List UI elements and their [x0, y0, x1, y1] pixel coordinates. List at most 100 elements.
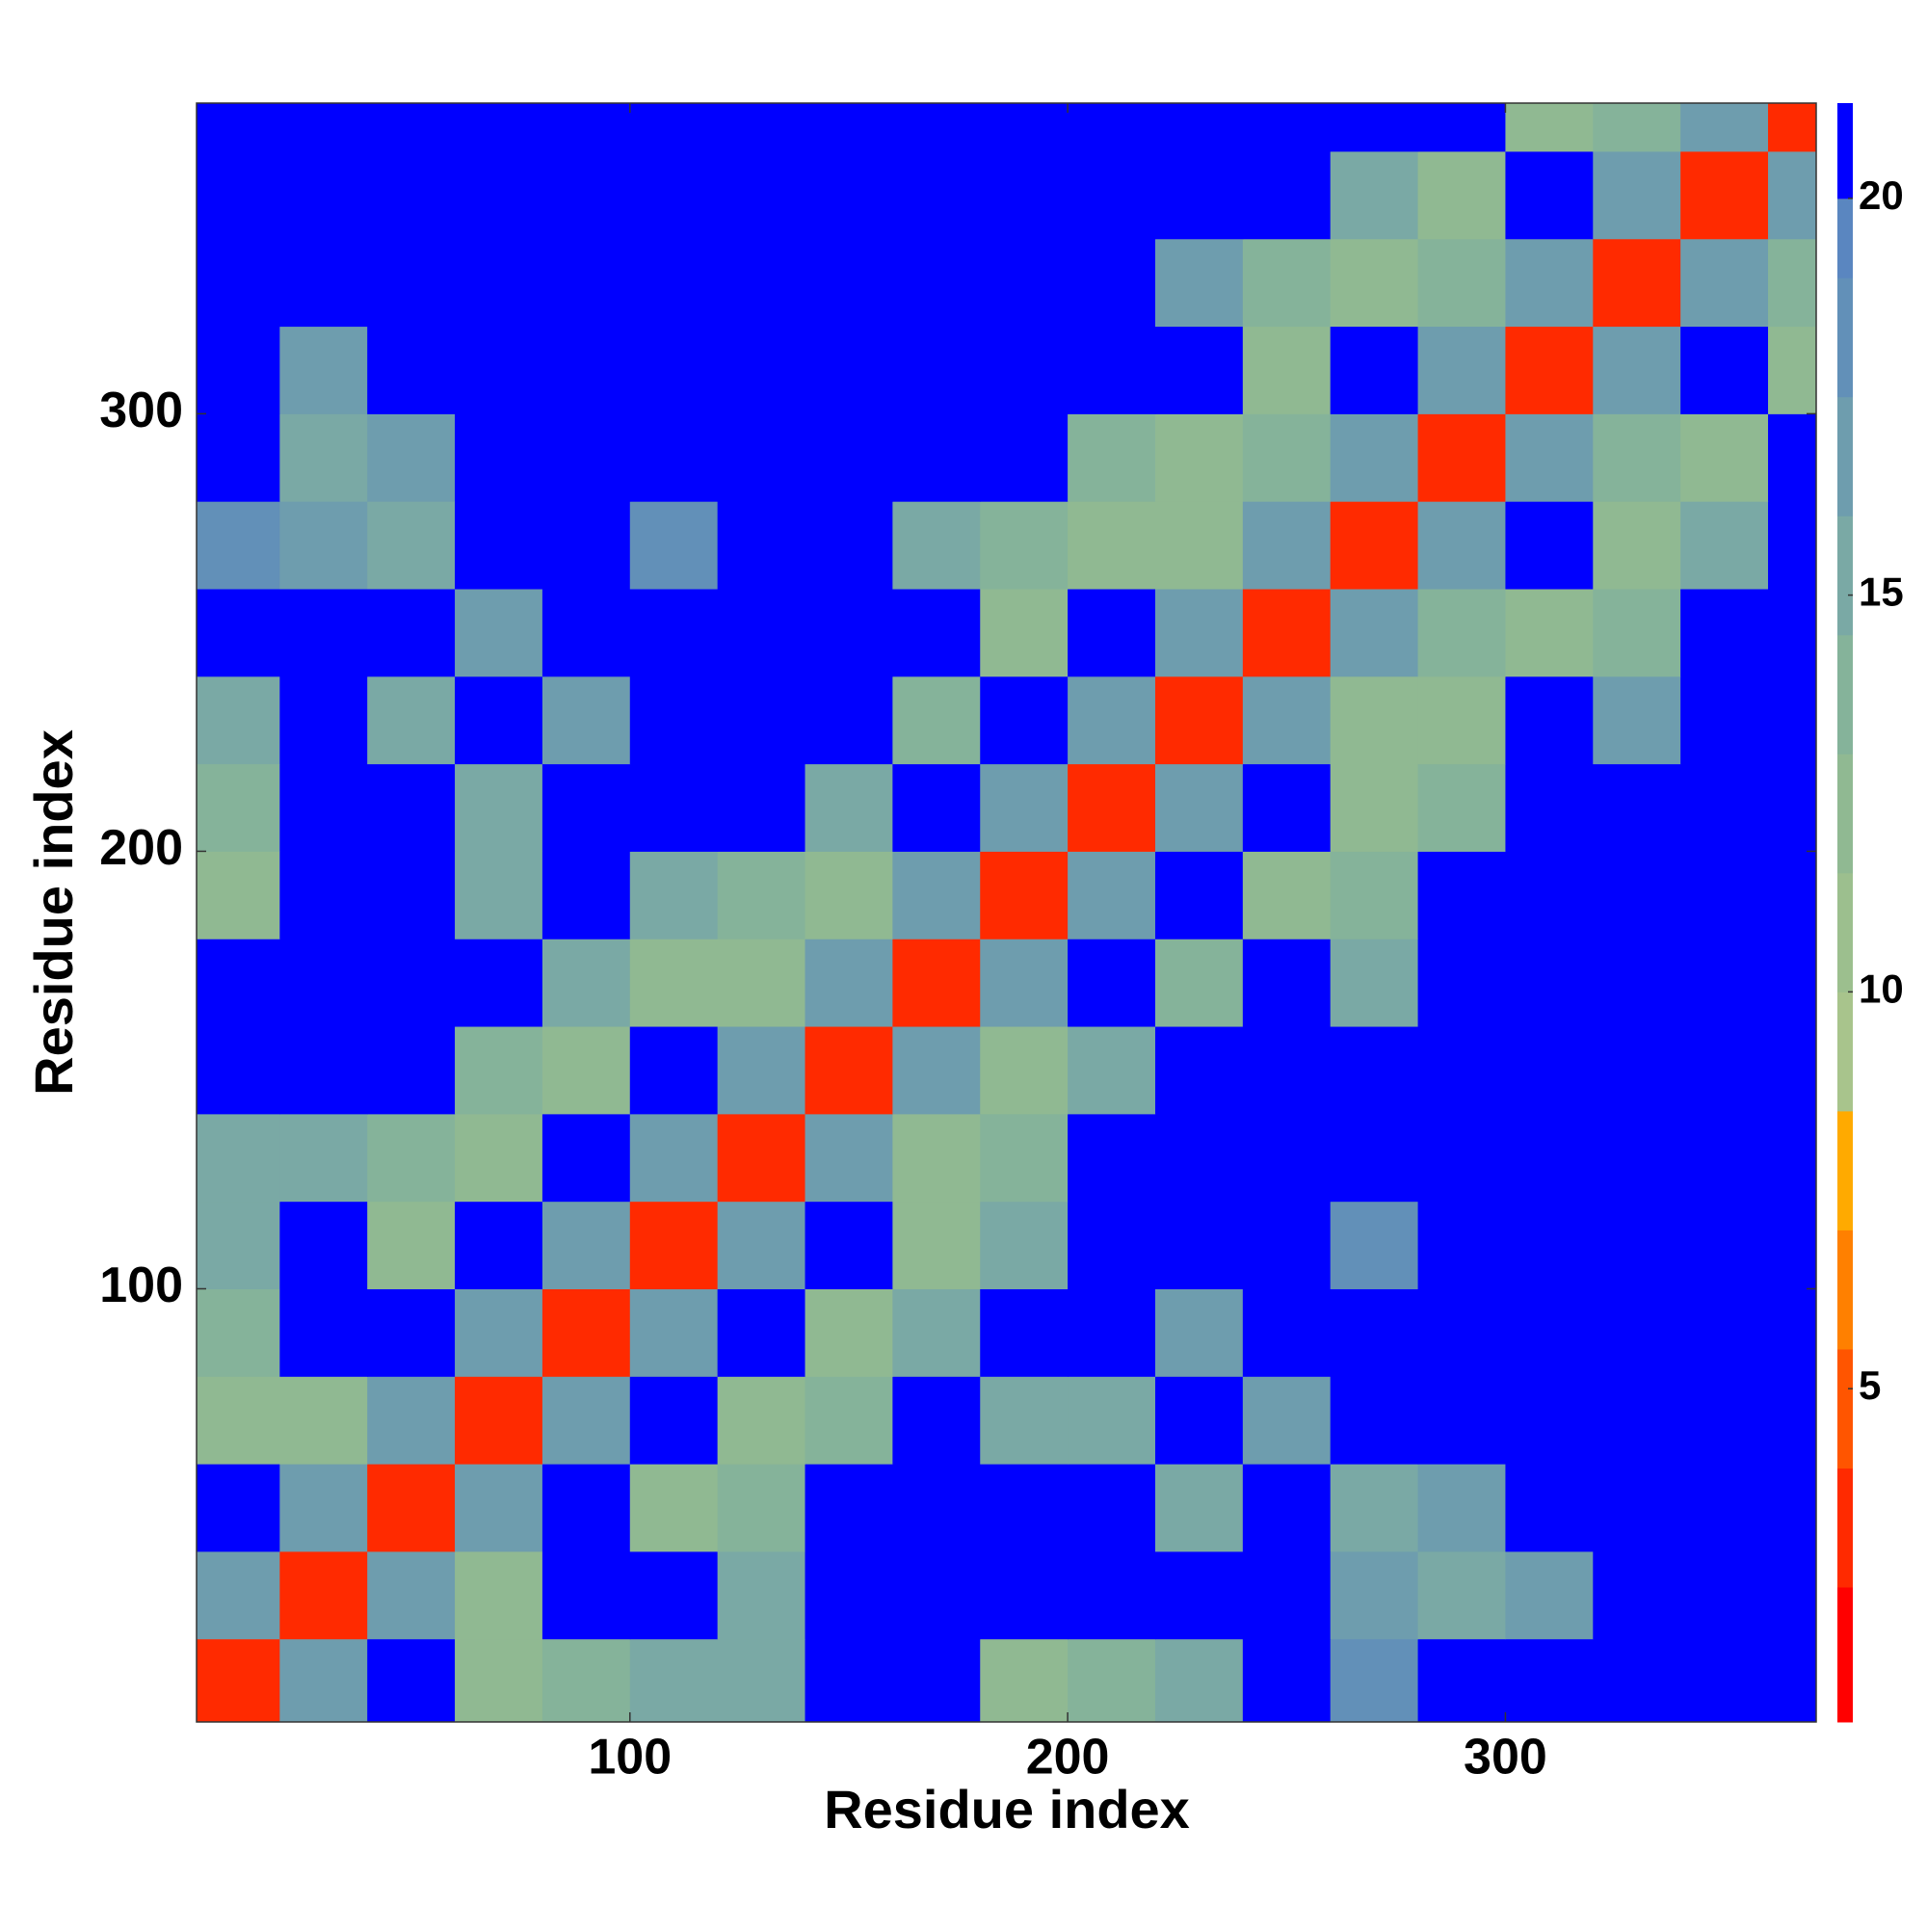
heatmap-cell [197, 103, 280, 152]
colorbar-segment [1837, 634, 1853, 754]
heatmap-cell [1680, 589, 1769, 677]
heatmap-cell [717, 1550, 806, 1640]
heatmap-cell [541, 675, 631, 765]
heatmap-cell [892, 501, 981, 590]
heatmap-cell [1593, 589, 1681, 677]
heatmap-cell [541, 1288, 631, 1377]
heatmap-cell [892, 103, 981, 152]
heatmap-cell [1242, 413, 1332, 502]
heatmap-cell [629, 1638, 719, 1722]
heatmap-cell [1330, 1376, 1419, 1465]
heatmap-cell [197, 763, 280, 852]
heatmap-cell [805, 851, 893, 940]
heatmap-cell [1242, 150, 1332, 240]
heatmap-cell [1068, 238, 1156, 328]
heatmap-cell [717, 326, 806, 414]
heatmap-cell [279, 1288, 368, 1377]
heatmap-cell [892, 238, 981, 328]
heatmap-cell [805, 1464, 893, 1552]
heatmap-cell [455, 1376, 543, 1465]
heatmap-cell [1768, 851, 1816, 940]
heatmap-cell [1417, 103, 1506, 152]
heatmap-cell [541, 1550, 631, 1640]
heatmap-cell [279, 1026, 368, 1115]
heatmap-cell [1242, 1201, 1332, 1289]
heatmap-cell [717, 589, 806, 677]
heatmap-cell [1593, 413, 1681, 502]
heatmap-cell [197, 589, 280, 677]
heatmap-cell [541, 1026, 631, 1115]
heatmap-cell [1680, 763, 1769, 852]
heatmap-cell [717, 675, 806, 765]
heatmap-cell [1593, 851, 1681, 940]
colorbar-tick-label: 15 [1859, 569, 1904, 615]
heatmap-cell [1505, 675, 1594, 765]
heatmap-cell [367, 851, 456, 940]
heatmap-cell [541, 1638, 631, 1722]
heatmap-cell [1068, 501, 1156, 590]
heatmap-cell [980, 1026, 1069, 1115]
heatmap-cell [1154, 1550, 1244, 1640]
heatmap-cell [1068, 103, 1156, 152]
heatmap-cell [455, 1113, 543, 1203]
heatmap-cell [892, 939, 981, 1027]
heatmap-cell [717, 238, 806, 328]
heatmap-cell [892, 1201, 981, 1289]
heatmap-cell [980, 413, 1069, 502]
heatmap-cell [1505, 150, 1594, 240]
colorbar-segment [1837, 103, 1853, 199]
heatmap-cell [1330, 103, 1419, 152]
heatmap-cell [1068, 1638, 1156, 1722]
heatmap-cell [367, 103, 456, 152]
heatmap-cell [1768, 150, 1816, 240]
colorbar-segment [1837, 278, 1853, 398]
x-tick-label: 200 [1026, 1730, 1110, 1786]
heatmap-cell [1505, 939, 1594, 1027]
heatmap-cell [629, 1550, 719, 1640]
heatmap-cell [1505, 763, 1594, 852]
heatmap-cell [1330, 413, 1419, 502]
heatmap-cell [1680, 939, 1769, 1027]
heatmap-cell [1242, 501, 1332, 590]
heatmap-cell [1680, 150, 1769, 240]
heatmap-cell [455, 501, 543, 590]
heatmap-cell [717, 763, 806, 852]
heatmap-cell [1242, 939, 1332, 1027]
heatmap-cell [980, 675, 1069, 765]
heatmap-cell [805, 501, 893, 590]
heatmap-cell [980, 501, 1069, 590]
heatmap-cell [541, 413, 631, 502]
heatmap-cell [455, 675, 543, 765]
colorbar-segment [1837, 992, 1853, 1112]
heatmap-cell [541, 1464, 631, 1552]
heatmap-cell [980, 1113, 1069, 1203]
heatmap-cell [455, 1464, 543, 1552]
heatmap-cell [279, 939, 368, 1027]
heatmap-cell [1505, 1201, 1594, 1289]
heatmap-cell [1593, 1201, 1681, 1289]
heatmap-cell [197, 1113, 280, 1203]
heatmap-cell [455, 939, 543, 1027]
colorbar-segment [1837, 198, 1853, 278]
heatmap-cell [805, 1201, 893, 1289]
heatmap-cell [980, 1288, 1069, 1377]
heatmap-cell [892, 675, 981, 765]
heatmap-cell [1068, 326, 1156, 414]
heatmap-cell [805, 1638, 893, 1722]
heatmap-cell [1330, 589, 1419, 677]
heatmap-cell [629, 763, 719, 852]
heatmap-cell [717, 1638, 806, 1722]
heatmap-cell [1680, 1376, 1769, 1465]
heatmap-cell [892, 1638, 981, 1722]
heatmap-cell [1242, 238, 1332, 328]
y-tick-label: 200 [99, 820, 183, 876]
heatmap-cell [1330, 1201, 1419, 1289]
heatmap-cell [1505, 1638, 1594, 1722]
heatmap-cell [1768, 939, 1816, 1027]
heatmap-cell [455, 763, 543, 852]
heatmap-cell [717, 103, 806, 152]
heatmap-cell [1330, 1550, 1419, 1640]
heatmap-cell [1068, 1201, 1156, 1289]
heatmap-cell [455, 150, 543, 240]
heatmap-cell [541, 238, 631, 328]
